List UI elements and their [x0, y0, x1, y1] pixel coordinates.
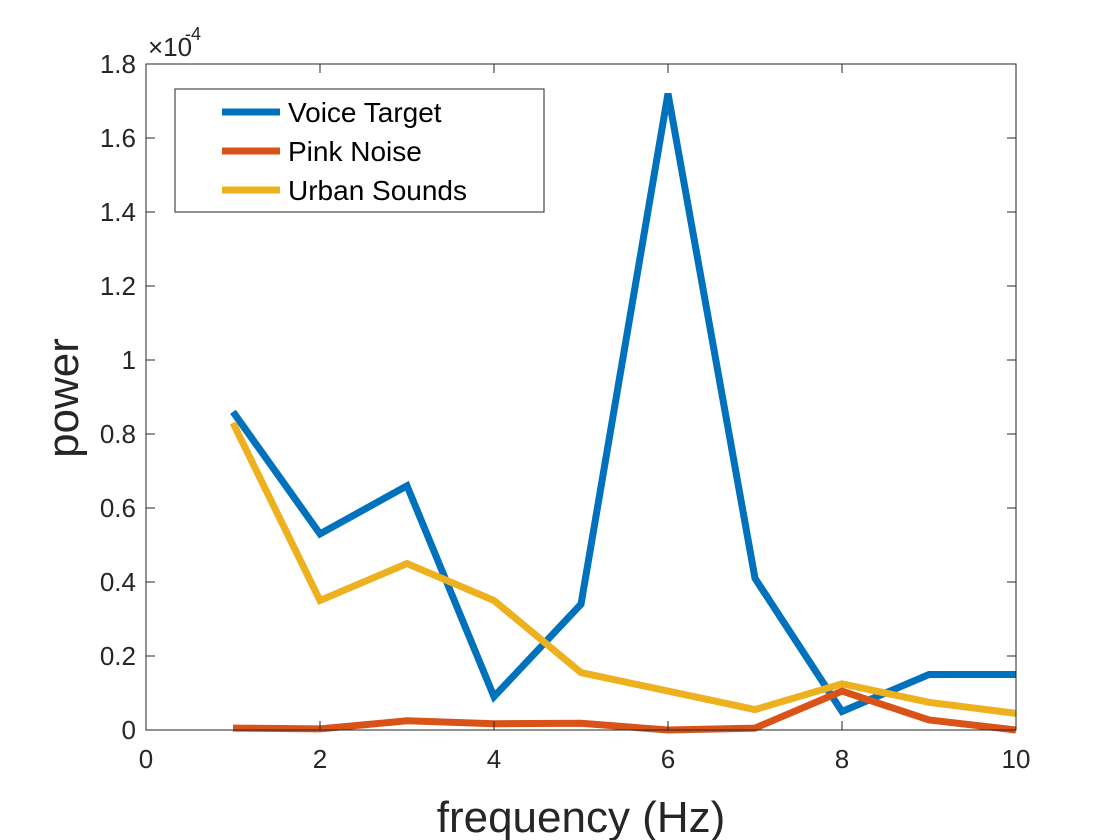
y-tick-label: 1.8 [100, 49, 136, 79]
x-tick-label: 2 [313, 744, 327, 774]
legend: Voice Target Pink Noise Urban Sounds [174, 88, 545, 213]
x-tick-label: 10 [1002, 744, 1031, 774]
x-axis-title: frequency (Hz) [437, 793, 726, 840]
y-tick-label: 1.6 [100, 123, 136, 153]
y-tick-label: 1.4 [100, 197, 136, 227]
y-axis-title: power [39, 338, 88, 458]
legend-label-voice-target: Voice Target [288, 97, 442, 128]
y-multiplier-base: ×10 [148, 32, 192, 62]
y-tick-label: 0.4 [100, 567, 136, 597]
y-tick-label: 0.6 [100, 493, 136, 523]
y-tick-label: 1 [122, 345, 136, 375]
y-multiplier-exponent: -4 [185, 24, 201, 44]
series-line-urban-sounds [229, 421, 1017, 717]
series-line-pink-noise [232, 687, 1017, 734]
axes-layer [145, 63, 1017, 731]
ticks-layer: 0 2 4 6 8 10 0 0.2 0.4 0.6 0.8 1 1.2 1.4 1.6 1.8 [100, 49, 1031, 774]
y-tick-label: 1.2 [100, 271, 136, 301]
x-tick-label: 8 [835, 744, 849, 774]
legend-label-urban-sounds: Urban Sounds [288, 175, 467, 206]
y-multiplier: ×10 -4 [148, 24, 201, 62]
series-layer [229, 92, 1017, 734]
plot-area-frame [145, 63, 1017, 731]
x-tick-label: 6 [661, 744, 675, 774]
x-tick-label: 0 [139, 744, 153, 774]
x-tick-label: 4 [487, 744, 501, 774]
y-tick-label: 0 [122, 715, 136, 745]
y-tick-label: 0.8 [100, 419, 136, 449]
y-tick-label: 0.2 [100, 641, 136, 671]
legend-label-pink-noise: Pink Noise [288, 136, 422, 167]
